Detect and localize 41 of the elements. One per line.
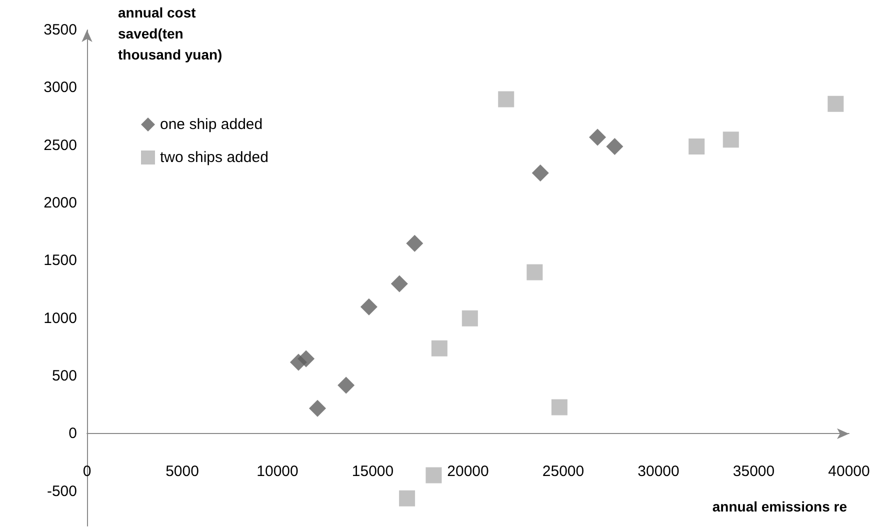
y-tick-label: 1000 (44, 310, 77, 327)
y-tick-label: 1500 (44, 252, 77, 270)
point (426, 467, 442, 484)
x-tick-label: 15000 (352, 463, 394, 480)
point (589, 128, 606, 146)
point (551, 399, 568, 416)
point (390, 275, 408, 292)
x-tick-label: 0 (82, 463, 92, 480)
point (688, 138, 705, 154)
point (338, 376, 355, 394)
x-tick-label: 25000 (542, 463, 584, 480)
point (406, 234, 424, 252)
y-tick-label: 500 (52, 368, 77, 385)
y-axis-title: annual cost saved(ten thousand yuan) (118, 4, 222, 62)
point (309, 400, 326, 417)
x-tick-label: 10000 (256, 463, 298, 480)
x-tick-label: 35000 (732, 463, 775, 480)
point (298, 350, 315, 368)
x-axis-title: annual emissions re (712, 498, 848, 515)
point (399, 490, 416, 506)
x-tick-label: 40000 (828, 463, 870, 480)
y-tick-label: 2000 (44, 194, 77, 212)
y-tick-label: 3000 (44, 79, 77, 96)
y-tick-label: 2500 (44, 136, 77, 154)
x-tick-label: 20000 (447, 463, 489, 480)
point (498, 91, 514, 108)
point (828, 96, 844, 112)
point (606, 138, 624, 155)
y-tick-label: -500 (46, 482, 77, 500)
point (532, 164, 549, 182)
point (462, 310, 478, 326)
point (526, 264, 543, 280)
point (722, 132, 739, 148)
x-tick-label: 30000 (638, 463, 680, 480)
y-tick-label: 3500 (44, 22, 77, 38)
x-tick-label: 5000 (166, 463, 199, 480)
point (431, 340, 448, 356)
legend-label: two ships added (160, 149, 268, 166)
legend-label: one ship added (160, 116, 263, 133)
point (360, 298, 378, 316)
y-tick-label: 0 (68, 425, 77, 442)
